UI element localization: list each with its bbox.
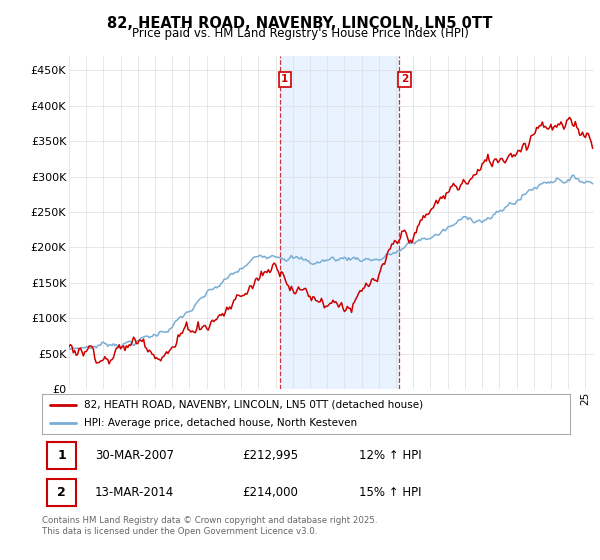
- Text: 13-MAR-2014: 13-MAR-2014: [95, 486, 174, 499]
- Bar: [47, 479, 76, 506]
- Text: 1: 1: [58, 449, 66, 461]
- Text: 82, HEATH ROAD, NAVENBY, LINCOLN, LN5 0TT: 82, HEATH ROAD, NAVENBY, LINCOLN, LN5 0T…: [107, 16, 493, 31]
- Text: 30-MAR-2007: 30-MAR-2007: [95, 449, 174, 461]
- Text: £212,995: £212,995: [242, 449, 299, 461]
- Text: Price paid vs. HM Land Registry's House Price Index (HPI): Price paid vs. HM Land Registry's House …: [131, 27, 469, 40]
- Bar: [280, 56, 400, 389]
- Text: 12% ↑ HPI: 12% ↑ HPI: [359, 449, 421, 461]
- Text: 15% ↑ HPI: 15% ↑ HPI: [359, 486, 421, 499]
- Text: HPI: Average price, detached house, North Kesteven: HPI: Average price, detached house, Nort…: [84, 418, 358, 428]
- Text: 2: 2: [58, 486, 66, 499]
- Text: 82, HEATH ROAD, NAVENBY, LINCOLN, LN5 0TT (detached house): 82, HEATH ROAD, NAVENBY, LINCOLN, LN5 0T…: [84, 400, 424, 409]
- Text: £214,000: £214,000: [242, 486, 299, 499]
- Text: 2: 2: [401, 74, 408, 85]
- Text: Contains HM Land Registry data © Crown copyright and database right 2025.
This d: Contains HM Land Registry data © Crown c…: [42, 516, 377, 536]
- Bar: [47, 441, 76, 469]
- Text: 1: 1: [281, 74, 289, 85]
